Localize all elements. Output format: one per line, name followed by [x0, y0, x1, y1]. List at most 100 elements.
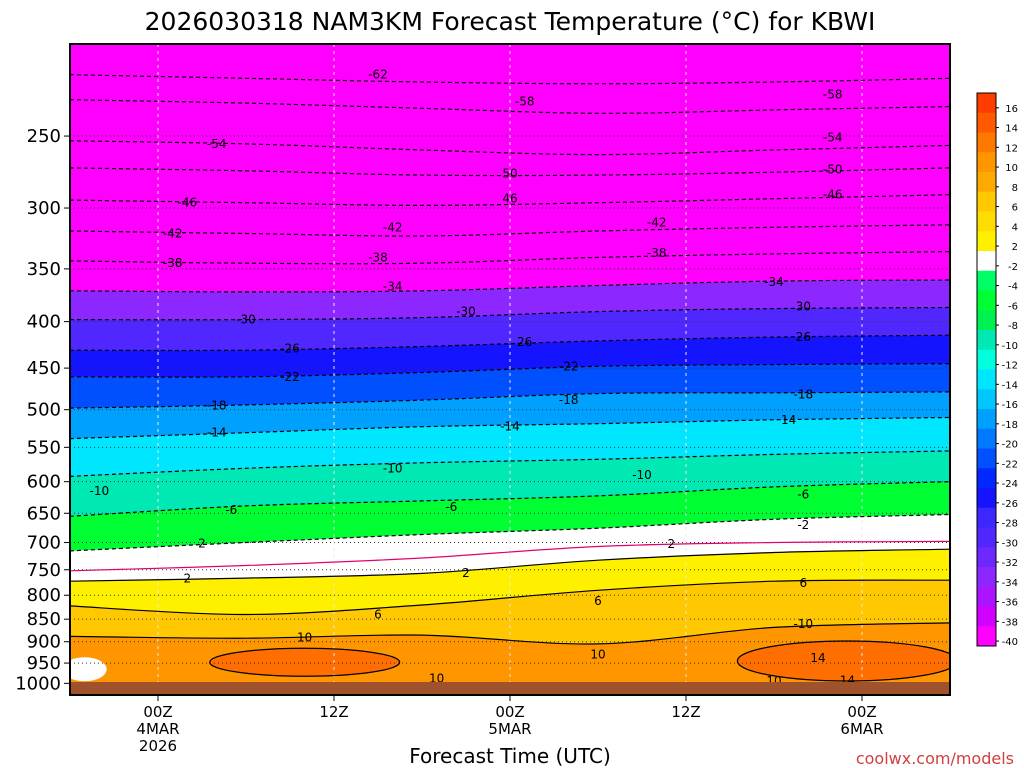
- colorbar-label: -30: [1002, 538, 1018, 549]
- colorbar-label: -10: [1002, 341, 1018, 352]
- colorbar-label: 4: [1012, 222, 1018, 233]
- colorbar-swatch: [977, 152, 996, 173]
- x-tick-label: 5MAR: [488, 720, 531, 738]
- y-tick-label: 900: [27, 632, 61, 653]
- y-tick-label: 850: [27, 609, 61, 630]
- surface-white-patch: [70, 657, 107, 682]
- colorbar-swatch: [977, 547, 996, 568]
- colorbar-label: 12: [1005, 143, 1018, 154]
- colorbar-swatch: [977, 330, 996, 351]
- contour-label: 2: [462, 566, 470, 580]
- contour-label: -10: [90, 484, 110, 498]
- plot-grid: [70, 44, 950, 695]
- contour-label: -38: [647, 246, 667, 260]
- y-tick-label: 700: [27, 533, 61, 554]
- contour-label: -18: [794, 387, 814, 401]
- isotherm-14-left: [209, 647, 401, 677]
- band-0: [70, 541, 950, 582]
- contour-label: 10: [590, 648, 605, 662]
- colorbar-swatch: [977, 507, 996, 528]
- contour-label: 26: [517, 335, 532, 349]
- y-tick-label: 750: [27, 560, 61, 581]
- colorbar-swatch: [977, 428, 996, 449]
- contour-label: -38: [163, 256, 183, 270]
- contour-label: -54: [823, 131, 843, 145]
- contour-label: -6: [797, 488, 809, 502]
- colorbar-swatch: [977, 310, 996, 331]
- contour-label: 6: [800, 576, 808, 590]
- x-tick-label: 12Z: [671, 703, 700, 721]
- colorbar-swatch: [977, 567, 996, 588]
- colorbar-label: -4: [1008, 282, 1018, 293]
- contour-label: 26: [796, 330, 811, 344]
- colorbar-label: 16: [1005, 104, 1018, 115]
- contour-label: 10: [297, 630, 312, 644]
- y-tick-label: 550: [27, 437, 61, 458]
- y-tick-label: 350: [27, 259, 61, 280]
- colorbar-swatch: [977, 626, 996, 647]
- colorbar-label: -20: [1002, 440, 1018, 451]
- colorbar-swatch: [977, 231, 996, 252]
- colorbar-label: -2: [1008, 262, 1018, 273]
- colorbar-label: -22: [1002, 459, 1018, 470]
- contour-label: -14: [207, 426, 227, 440]
- colorbar-swatch: [977, 251, 996, 272]
- contour-label: -46: [178, 196, 198, 210]
- colorbar-frame: [976, 92, 997, 647]
- x-tick-label: 12Z: [319, 703, 348, 721]
- colorbar-label: -26: [1002, 499, 1018, 510]
- colorbar-label: -6: [1008, 301, 1018, 312]
- contour-label: -18: [207, 399, 227, 413]
- contour-label: 14: [810, 651, 825, 665]
- colorbar: 16 14 12 10 8 6 4 2 -2 -4 -6 -8 -10 -12 -14 -16 -18 -20 -2…: [976, 92, 1018, 648]
- warm-pocket-14-left: [209, 648, 400, 677]
- x-tick-label: 2026: [139, 737, 177, 755]
- colorbar-swatch: [977, 389, 996, 410]
- contour-label: 2: [184, 572, 192, 586]
- chart-title: 2026030318 NAM3KM Forecast Temperature (…: [145, 7, 876, 36]
- x-tick-label: 6MAR: [840, 720, 883, 738]
- colorbar-swatch: [977, 270, 996, 291]
- isotherm-0: [70, 540, 950, 572]
- colorbar-label: -36: [1002, 598, 1018, 609]
- x-tick-label: 00Z: [495, 703, 524, 721]
- contour-label: -10: [383, 461, 403, 475]
- colorbar-swatch: [977, 527, 996, 548]
- colorbar-swatch: [977, 112, 996, 133]
- warm-pocket-14-right: [737, 641, 950, 681]
- y-tick-label: 950: [27, 653, 61, 674]
- colorbar-label: -12: [1002, 361, 1018, 372]
- x-tick-label: 00Z: [847, 703, 876, 721]
- x-tick-label: 00Z: [143, 703, 172, 721]
- colorbar-swatch: [977, 211, 996, 232]
- colorbar-swatch: [977, 409, 996, 430]
- contour-label: 30: [796, 300, 811, 314]
- colorbar-label: 10: [1005, 163, 1018, 174]
- colorbar-label: -18: [1002, 420, 1018, 431]
- contour-label: -6: [225, 503, 237, 517]
- contour-label: -30: [456, 305, 476, 319]
- colorbar-swatch: [977, 606, 996, 627]
- contour-label: 6: [374, 608, 382, 622]
- contour-label: -22: [280, 370, 300, 384]
- contour-label: -10: [632, 468, 652, 482]
- contour-label: -54: [207, 137, 227, 151]
- contour-label: -14: [500, 420, 520, 434]
- ground-strip: [70, 682, 950, 695]
- contour-label: -30: [236, 313, 256, 327]
- colorbar-label: -34: [1002, 578, 1018, 589]
- y-tick-label: 600: [27, 472, 61, 493]
- contour-label: -10: [794, 617, 814, 631]
- band-2: [70, 549, 950, 615]
- y-tick-label: 450: [27, 358, 61, 379]
- colorbar-label: 6: [1012, 203, 1018, 214]
- isotherm-10: [70, 622, 950, 645]
- pressure-axis: 2503003504004505005506006507007508008509…: [15, 126, 70, 694]
- colorbar-label: -32: [1002, 558, 1018, 569]
- x-axis-label: Forecast Time (UTC): [409, 744, 611, 768]
- colorbar-label: 14: [1005, 124, 1018, 135]
- colorbar-swatch: [977, 468, 996, 489]
- colorbar-label: 8: [1012, 183, 1018, 194]
